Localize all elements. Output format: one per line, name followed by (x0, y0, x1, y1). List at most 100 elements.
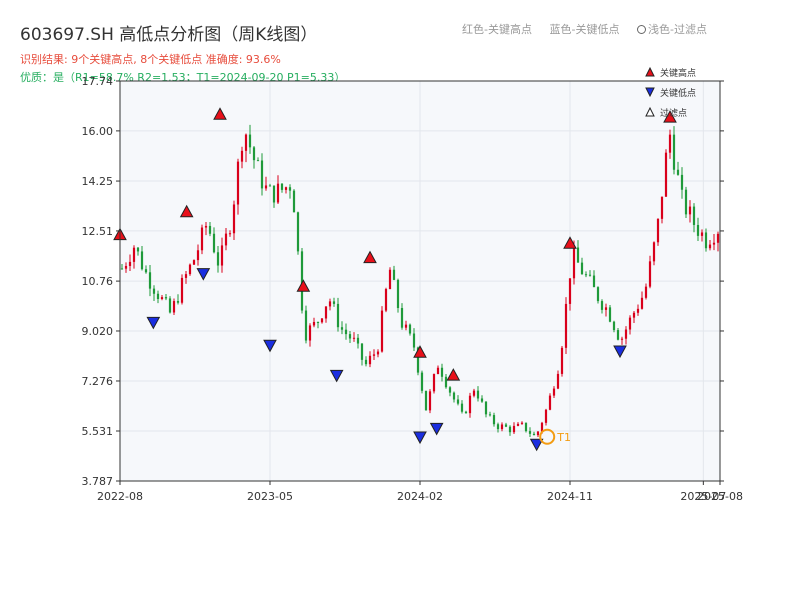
key-low-marker (263, 339, 277, 353)
candle-body (652, 242, 656, 262)
candle-body (564, 303, 568, 348)
candle-body (368, 355, 372, 365)
key-high-marker (446, 368, 461, 381)
candle-body (520, 422, 524, 424)
candle-body (272, 185, 276, 203)
candle-body (376, 351, 380, 355)
candle-body (336, 303, 340, 328)
y-tick-label: 9.020 (82, 325, 114, 338)
x-tick-label: 2024-11 (547, 490, 593, 503)
key-high-marker (563, 236, 577, 249)
candle-body (320, 318, 324, 323)
t1-label: T1 (556, 431, 571, 444)
candle-body (484, 401, 488, 415)
legend-label: 关键低点 (660, 87, 696, 99)
candle-body (676, 169, 680, 175)
candle-body (200, 227, 204, 251)
candle-body (508, 426, 512, 433)
candle-body (188, 264, 192, 275)
candle-body (312, 321, 316, 326)
key-high-marker (213, 107, 227, 120)
candle-body (696, 224, 700, 236)
candle-body (488, 414, 492, 416)
candle-body (264, 185, 268, 189)
candle-body (304, 310, 308, 341)
candle-body (440, 367, 444, 377)
candle-body (216, 252, 220, 266)
y-tick-label: 17.74 (82, 75, 114, 88)
candle-body (500, 424, 504, 430)
candle-body (480, 398, 484, 402)
candle-body (492, 415, 496, 425)
candles (120, 124, 720, 438)
candle-body (680, 174, 684, 190)
candle-body (436, 367, 440, 375)
candle-body (220, 245, 224, 266)
x-tick-label: 2025-07 (680, 490, 726, 503)
candle-body (128, 261, 132, 266)
candle-body (160, 297, 164, 300)
candle-body (548, 395, 552, 410)
candle-body (716, 233, 720, 243)
candle-body (556, 373, 560, 389)
legend-marker (645, 106, 655, 117)
ring-icon (636, 25, 646, 34)
candle-body (204, 225, 208, 228)
candle-body (668, 134, 672, 153)
key-high-marker (179, 204, 194, 218)
summary-text: 识别结果: 9个关键高点, 8个关键低点 准确度: 93.6% (20, 53, 281, 66)
candle-body (340, 327, 344, 330)
candle-body (596, 287, 600, 302)
candle-body (344, 329, 348, 335)
legend-label: 关键高点 (660, 67, 696, 79)
candle-body (584, 274, 588, 276)
top-legend-light: 浅色-过滤点 (647, 23, 707, 36)
candle-body (140, 251, 144, 270)
candle-body (476, 390, 480, 399)
y-tick-label: 16.00 (82, 125, 114, 138)
legend-marker (645, 66, 655, 77)
top-legend-red: 红色-关键高点 (462, 23, 532, 36)
key-low-marker (429, 422, 444, 436)
candle-body (148, 272, 152, 289)
candle-body (448, 387, 452, 393)
candle-body (516, 423, 520, 426)
candle-body (512, 425, 516, 433)
candle-body (540, 422, 544, 432)
candle-body (404, 324, 408, 328)
candle-body (300, 251, 304, 311)
candle-body (144, 269, 148, 273)
candle-body (280, 183, 284, 190)
candle-body (164, 297, 168, 299)
x-tick-label: 2025-08 (697, 490, 743, 503)
x-tick-label: 2023-05 (247, 490, 293, 503)
candle-body (260, 160, 264, 189)
candle-body (472, 390, 476, 396)
candle-body (420, 372, 424, 391)
candle-body (648, 261, 652, 287)
candle-body (120, 268, 124, 270)
candle-body (644, 286, 648, 298)
candle-body (424, 390, 428, 411)
markers: T1 (113, 107, 677, 452)
y-tick-label: 12.51 (82, 225, 114, 238)
candle-body (700, 232, 704, 236)
candle-body (268, 185, 272, 187)
candle-body (332, 301, 336, 304)
candle-body (296, 212, 300, 252)
candle-body (196, 250, 200, 261)
candle-body (580, 262, 584, 275)
candle-body (592, 275, 596, 288)
candle-body (328, 301, 332, 307)
candle-body (504, 424, 508, 427)
candle-body (708, 244, 712, 249)
candle-body (284, 187, 288, 190)
candle-body (464, 411, 468, 414)
candle-body (684, 189, 688, 215)
candle-body (572, 247, 576, 279)
candle-body (372, 354, 376, 356)
y-tick-label: 5.531 (82, 425, 114, 438)
candle-body (356, 337, 360, 344)
